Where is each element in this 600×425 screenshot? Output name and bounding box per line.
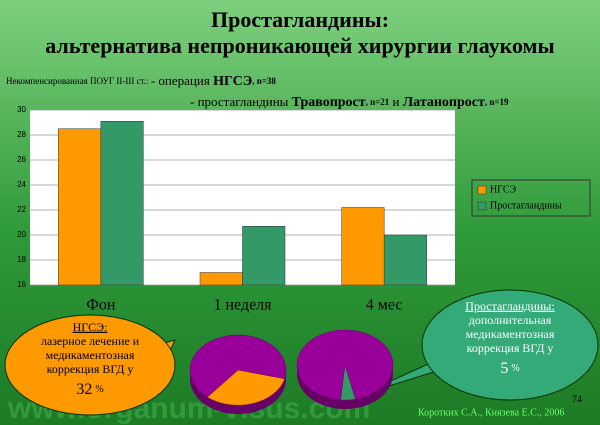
y-tick-label: 16 bbox=[17, 280, 26, 289]
page-number: 74 bbox=[572, 394, 582, 405]
callout-text: дополнительная bbox=[469, 313, 552, 327]
bar bbox=[242, 226, 286, 286]
subtitle-part: , n=19 bbox=[485, 97, 509, 107]
callout-value: 32% bbox=[76, 381, 103, 398]
callout-number: 32 bbox=[76, 381, 92, 398]
callout-text: лазерное лечение и bbox=[41, 334, 140, 348]
legend-label: НГСЭ bbox=[490, 184, 517, 195]
callout-value: 5% bbox=[500, 360, 519, 377]
legend-box bbox=[471, 179, 591, 217]
callout-text: медикаментозная bbox=[46, 348, 135, 362]
title: альтернатива непроникающей хирургии глау… bbox=[45, 33, 554, 58]
callout-text: НГСЭ: bbox=[73, 320, 108, 334]
legend-swatch bbox=[477, 201, 487, 211]
callout-text: коррекция ВГД у bbox=[47, 362, 134, 376]
y-tick-label: 30 bbox=[17, 105, 26, 114]
callout-text: медикаментозная bbox=[466, 327, 555, 341]
subtitle-part: Некомпенсированная ПОУГ II-III ст.: bbox=[6, 76, 151, 86]
callout-unit: % bbox=[511, 363, 519, 374]
pie-slice bbox=[207, 369, 285, 406]
x-tick-label: 4 мес bbox=[366, 297, 403, 314]
x-tick-label: 1 неделя bbox=[213, 297, 272, 314]
subtitle-part: , n=38 bbox=[252, 76, 276, 86]
subtitle: Некомпенсированная ПОУГ II-III ст.: - оп… bbox=[6, 73, 276, 89]
subtitle-part: НГСЭ bbox=[213, 74, 252, 89]
pie-slice bbox=[296, 329, 394, 401]
pie-slice bbox=[189, 334, 287, 398]
legend-swatch bbox=[477, 185, 487, 195]
y-tick-label: 22 bbox=[17, 205, 26, 214]
callout-text: Простагландины: bbox=[465, 299, 554, 313]
subtitle: - простагландины Травопрост, n=21 и Лата… bbox=[190, 94, 509, 110]
callout bbox=[4, 314, 176, 416]
y-tick-label: 26 bbox=[17, 155, 26, 164]
x-tick-label: Фон bbox=[86, 297, 116, 314]
subtitle-part: , n=21 bbox=[366, 97, 390, 107]
y-tick-label: 24 bbox=[17, 180, 26, 189]
y-tick-label: 20 bbox=[17, 230, 26, 239]
legend-label: Простагландины bbox=[490, 200, 562, 211]
authors: Коротких С.А., Князева Е.С., 2006 bbox=[418, 407, 564, 418]
bar bbox=[341, 207, 385, 286]
y-tick-label: 28 bbox=[17, 130, 26, 139]
subtitle-part: Латанопрост bbox=[403, 95, 485, 110]
callout bbox=[421, 289, 599, 401]
subtitle-part: и bbox=[389, 94, 402, 109]
bar bbox=[383, 234, 427, 286]
title: Простагландины: bbox=[211, 7, 389, 32]
callout-number: 5 bbox=[500, 360, 508, 377]
callout-text: коррекция ВГД у bbox=[467, 341, 554, 355]
subtitle-part: Травопрост bbox=[292, 95, 366, 110]
subtitle-part: - операция bbox=[151, 73, 213, 88]
callout-unit: % bbox=[95, 384, 103, 395]
y-tick-label: 18 bbox=[17, 255, 26, 264]
bar bbox=[100, 121, 144, 286]
bar bbox=[58, 128, 102, 286]
subtitle-part: - простагландины bbox=[190, 94, 292, 109]
bar bbox=[199, 272, 243, 286]
